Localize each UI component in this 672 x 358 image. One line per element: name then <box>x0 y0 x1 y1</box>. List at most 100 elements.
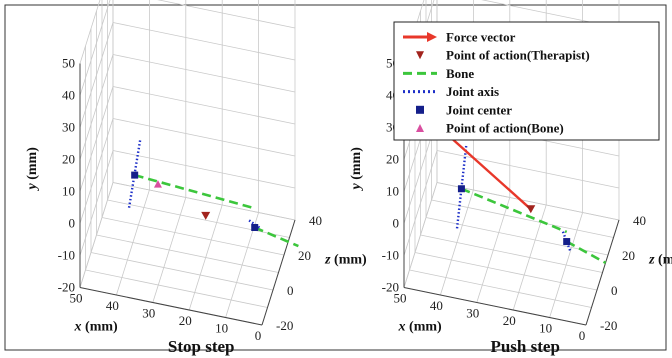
y-tick-label: -10 <box>58 248 75 263</box>
x-tick-label: 50 <box>70 291 83 306</box>
z-axis-label: z (mm) <box>648 253 672 268</box>
y-tick-label: -20 <box>382 280 399 295</box>
y-tick-label: 0 <box>393 216 400 231</box>
z-axis-unit: (mm) <box>331 253 367 268</box>
x-axis-unit: (mm) <box>406 320 442 335</box>
y-tick-label: 20 <box>386 152 399 167</box>
x-axis-unit: (mm) <box>82 320 118 335</box>
grid-line <box>96 234 279 273</box>
y-tick-label: 30 <box>62 120 75 135</box>
y-axis-var: y <box>25 183 40 192</box>
joint-center-marker <box>251 224 259 231</box>
grid-line <box>112 118 296 157</box>
z-tick-label: 40 <box>633 213 646 228</box>
z-tick-label: 0 <box>287 283 294 298</box>
z-tick-label: -20 <box>276 318 293 333</box>
grid-line <box>414 252 598 291</box>
z-tick-label: 20 <box>298 248 311 263</box>
bone-segment-proximal <box>134 173 256 210</box>
panel-subtitle: Push step <box>490 337 559 356</box>
grid-line <box>403 150 438 256</box>
y-axis-label: y (mm) <box>349 147 364 192</box>
x-axis-line <box>79 287 263 326</box>
therapist-point-marker <box>526 205 536 214</box>
legend-label: Force vector <box>446 30 516 45</box>
panel-subtitle: Stop step <box>168 337 235 356</box>
legend-triangle-down-icon <box>416 51 424 60</box>
y-tick-label: 20 <box>62 152 75 167</box>
y-axis-unit: (mm) <box>349 147 364 183</box>
z-axis-var: z <box>324 253 331 268</box>
grid-line <box>112 182 296 221</box>
z-axis-line <box>585 219 620 326</box>
x-tick-label: 10 <box>215 321 228 336</box>
grid-line <box>79 150 114 256</box>
x-tick-label: 10 <box>539 321 552 336</box>
x-tick-label: 30 <box>142 306 155 321</box>
grid-line <box>79 22 114 128</box>
x-tick-label: 0 <box>255 328 262 343</box>
y-tick-label: 0 <box>69 216 76 231</box>
grid-line <box>436 150 620 189</box>
x-tick-label: 0 <box>579 328 586 343</box>
bone-point-marker <box>153 180 162 188</box>
grid-line <box>425 217 609 256</box>
joint-center-marker <box>131 171 139 179</box>
grid-line <box>157 0 296 29</box>
z-tick-label: -20 <box>600 318 617 333</box>
grid-line <box>101 217 285 256</box>
z-tick-label: 20 <box>622 248 635 263</box>
x-tick-label: 40 <box>430 298 443 313</box>
x-axis-var: x <box>74 320 82 335</box>
grid-line <box>436 182 620 221</box>
legend-arrowhead-icon <box>427 32 437 42</box>
grid-line <box>90 252 274 291</box>
grid-line <box>79 0 101 64</box>
y-axis-var: y <box>349 183 364 192</box>
bone-segment-distal <box>566 240 607 265</box>
grid-line <box>79 0 111 96</box>
joint-axis-line <box>455 144 468 229</box>
x-tick-label: 40 <box>106 298 119 313</box>
joint-center-marker <box>457 185 465 193</box>
x-tick-label: 50 <box>394 291 407 306</box>
bone-segment-distal <box>254 226 299 248</box>
grid-line <box>112 150 296 189</box>
grid-line <box>107 199 290 238</box>
y-tick-label: -20 <box>58 280 75 295</box>
grid-line <box>431 199 614 238</box>
y-tick-label: -10 <box>382 248 399 263</box>
y-tick-label: 40 <box>62 88 75 103</box>
legend: Force vector Point of action(Therapist) Bo… <box>393 21 660 141</box>
joint-axis-line <box>248 219 262 230</box>
x-axis-label: x (mm) <box>398 320 442 335</box>
x-axis-line <box>403 287 587 326</box>
x-axis-label: x (mm) <box>74 320 118 335</box>
y-tick-label: 50 <box>62 56 75 71</box>
legend-label: Joint axis <box>446 84 499 99</box>
x-tick-label: 30 <box>466 306 479 321</box>
z-tick-label: 0 <box>611 283 618 298</box>
legend-triangle-up-icon <box>416 124 424 132</box>
y-tick-label: 10 <box>386 184 399 199</box>
z-axis-label: z (mm) <box>324 253 367 268</box>
z-axis-line <box>261 219 296 326</box>
grid-line <box>112 54 296 93</box>
x-axis-var: x <box>398 320 406 335</box>
z-axis-unit: (mm) <box>655 253 672 268</box>
grid-line <box>409 269 592 308</box>
legend-label: Point of action(Therapist) <box>446 48 590 63</box>
x-tick-label: 20 <box>503 313 516 328</box>
legend-label: Joint center <box>446 102 512 117</box>
y-axis-unit: (mm) <box>25 147 40 183</box>
x-tick-label: 20 <box>179 313 192 328</box>
legend-label: Bone <box>446 66 474 81</box>
grid-line <box>420 234 603 273</box>
joint-center-marker <box>563 238 571 246</box>
y-axis-label: y (mm) <box>25 147 40 192</box>
z-axis-var: z <box>648 253 655 268</box>
legend-label: Point of action(Bone) <box>446 121 564 136</box>
